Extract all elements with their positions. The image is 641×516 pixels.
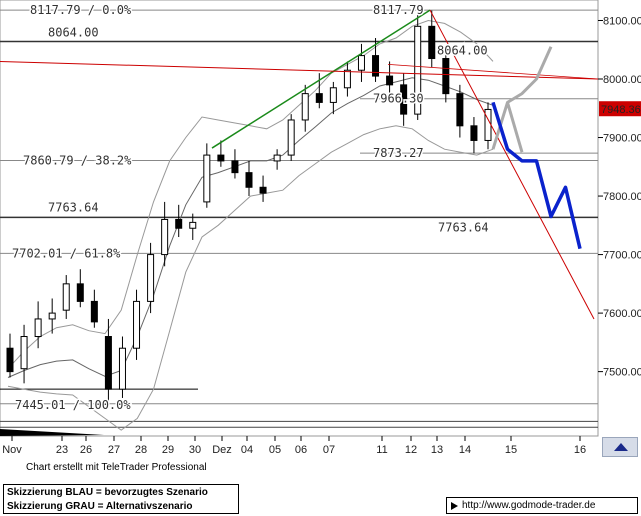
x-tick-label: 13 [431, 444, 443, 456]
x-tick-label: 12 [405, 444, 417, 456]
scroll-corner-button[interactable] [602, 437, 638, 457]
candle-body [386, 75, 394, 86]
x-tick-label: 15 [505, 444, 517, 456]
arrow-right-icon [451, 501, 458, 510]
candle-body [147, 254, 155, 302]
candle-body [118, 347, 126, 390]
level-label: 8117.79 / 0.0% [30, 3, 132, 17]
candle-body [175, 218, 183, 229]
candle-body [6, 347, 14, 373]
level-label: 7763.64 [48, 200, 99, 214]
x-tick-label: 07 [323, 444, 335, 456]
level-label: 7763.64 [438, 220, 489, 234]
candle-body [259, 186, 267, 194]
candle-body [133, 300, 141, 349]
level-label: 8064.00 [437, 44, 488, 58]
website-url: http://www.godmode-trader.de [462, 500, 596, 511]
candle-body [470, 125, 478, 141]
y-tick-label: 7600.00 [603, 308, 641, 320]
x-tick-label: 14 [459, 444, 471, 456]
candle-body [217, 154, 225, 162]
y-tick-label: 7800.00 [603, 191, 641, 203]
candle-body [414, 25, 422, 115]
x-tick-label: 11 [376, 444, 387, 456]
y-tick-label: 8000.00 [603, 74, 641, 86]
resistance-line-2 [387, 63, 599, 80]
last-price-label: 7948.36 [601, 104, 641, 116]
candle-body [315, 93, 323, 103]
candle-body [428, 25, 436, 60]
candle-body [203, 154, 211, 203]
chart-tool-icon [614, 443, 628, 451]
x-tick-label: 05 [269, 444, 281, 456]
x-tick-label: Dez [212, 444, 232, 456]
volume-wedge [0, 429, 104, 436]
candle-body [329, 87, 337, 103]
y-tick-label: 7700.00 [603, 250, 641, 262]
x-tick-label: 06 [295, 444, 307, 456]
candle-body [400, 84, 408, 115]
candle-body [231, 160, 239, 174]
gray-scenario-path [491, 46, 553, 150]
blue-scenario-path [491, 101, 582, 250]
candle-body [273, 154, 281, 162]
candle-body [20, 336, 28, 370]
candle-body [48, 312, 56, 320]
level-label: 7860.79 / 38.2% [23, 153, 132, 167]
level-label: 7873.27 [373, 146, 424, 160]
candle-body [301, 93, 309, 121]
bollinger-lower-line [7, 125, 494, 431]
website-link[interactable]: http://www.godmode-trader.de [446, 497, 638, 514]
gray-scenario-path-2 [506, 101, 524, 153]
level-label: 7966.30 [373, 92, 424, 106]
resistance-line [0, 60, 599, 80]
scenario-legend: Skizzierung BLAU = bevorzugtes Szenario … [3, 484, 239, 514]
candle-body [161, 218, 169, 256]
y-tick-label: 8100.00 [603, 15, 641, 27]
candle-body [484, 108, 492, 141]
candle-body [90, 300, 98, 323]
x-tick-label: 04 [241, 444, 253, 456]
bollinger-mid-line [7, 77, 494, 378]
level-label: 7445.01 / 100.0% [15, 398, 131, 412]
candle-body [189, 221, 197, 229]
x-tick-label: 16 [574, 444, 586, 456]
candle-body [442, 58, 450, 95]
chart-credit: Chart erstellt mit TeleTrader Profession… [26, 462, 207, 473]
y-tick-label: 7900.00 [603, 133, 641, 145]
candle-body [76, 283, 84, 302]
x-tick-label: 26 [80, 444, 92, 456]
level-label: 8117.79 [373, 3, 424, 17]
x-tick-label: 30 [189, 444, 201, 456]
legend-gray-scenario: Skizzierung GRAU = Alternativszenario [7, 501, 193, 512]
candle-body [245, 172, 253, 188]
x-tick-label: Nov [2, 444, 22, 456]
bollinger-upper-line [7, 19, 494, 370]
y-tick-label: 7500.00 [603, 367, 641, 379]
x-tick-label: 27 [108, 444, 120, 456]
candle-body [62, 283, 70, 311]
candle-body [357, 55, 365, 71]
uptrend-line [211, 9, 431, 149]
candle-body [104, 336, 112, 390]
level-label: 8064.00 [48, 26, 99, 40]
candle-body [372, 55, 380, 77]
candle-body [34, 318, 42, 338]
downtrend-line [429, 9, 595, 320]
x-tick-label: 28 [135, 444, 147, 456]
candle-body [456, 93, 464, 127]
candle-body [343, 69, 351, 89]
last-price-box [599, 101, 641, 117]
level-label: 7702.01 / 61.8% [12, 246, 121, 260]
x-tick-label: 23 [56, 444, 68, 456]
legend-blue-scenario: Skizzierung BLAU = bevorzugtes Szenario [7, 487, 208, 498]
candle-body [287, 119, 295, 156]
x-tick-label: 29 [162, 444, 174, 456]
